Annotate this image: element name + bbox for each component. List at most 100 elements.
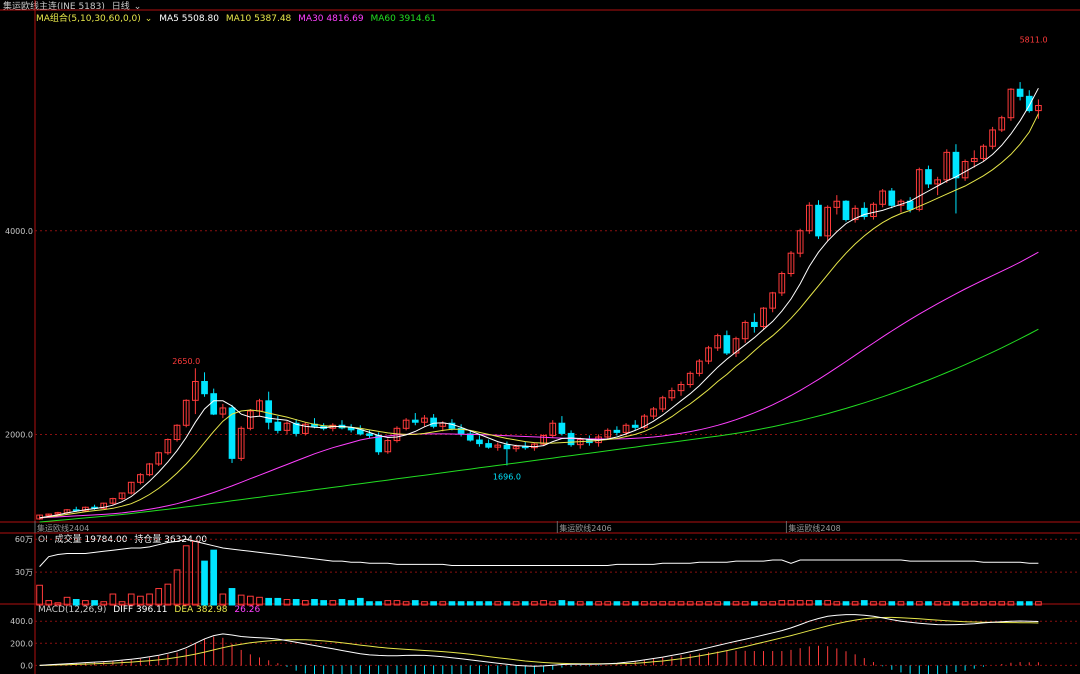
- candle-body[interactable]: [1007, 88, 1015, 119]
- candle-body[interactable]: [723, 335, 731, 354]
- candle-body[interactable]: [970, 157, 978, 163]
- candle-body[interactable]: [274, 421, 282, 431]
- candle-body[interactable]: [668, 390, 676, 399]
- candle-body[interactable]: [787, 252, 795, 275]
- candle-body[interactable]: [164, 439, 172, 454]
- candle-body[interactable]: [860, 207, 868, 218]
- candle-body[interactable]: [769, 292, 777, 309]
- candle-body[interactable]: [549, 422, 557, 436]
- candle-body[interactable]: [778, 273, 786, 294]
- candle-body[interactable]: [192, 380, 199, 401]
- candle-body[interactable]: [109, 498, 117, 504]
- candle-body[interactable]: [237, 427, 245, 459]
- candle-body[interactable]: [100, 502, 108, 509]
- candle-body[interactable]: [558, 422, 566, 434]
- candle-body[interactable]: [155, 452, 163, 465]
- candle-body[interactable]: [219, 407, 227, 415]
- candle-body[interactable]: [613, 429, 621, 433]
- candle-body[interactable]: [714, 335, 722, 349]
- candle-body[interactable]: [54, 512, 62, 515]
- candle-body[interactable]: [851, 207, 859, 221]
- candle-body[interactable]: [1035, 105, 1042, 112]
- candle-body[interactable]: [201, 380, 208, 395]
- candle-body[interactable]: [824, 206, 831, 237]
- candle-body[interactable]: [833, 200, 841, 208]
- candle-body[interactable]: [366, 433, 373, 436]
- candle-body[interactable]: [622, 424, 630, 433]
- candle-body[interactable]: [521, 446, 529, 449]
- candle-body[interactable]: [815, 204, 822, 237]
- candle-body[interactable]: [421, 417, 428, 423]
- candle-body[interactable]: [842, 200, 850, 221]
- candle-body[interactable]: [137, 474, 144, 483]
- candle-body[interactable]: [1016, 88, 1024, 97]
- candle-body[interactable]: [705, 347, 712, 362]
- candle-body[interactable]: [402, 419, 410, 429]
- candle-body[interactable]: [265, 400, 273, 423]
- candle-body[interactable]: [915, 169, 923, 210]
- candle-body[interactable]: [732, 338, 740, 354]
- candle-body[interactable]: [805, 204, 813, 232]
- candle-body[interactable]: [796, 230, 804, 254]
- candle-body[interactable]: [45, 513, 53, 516]
- candle-body[interactable]: [952, 151, 960, 179]
- candle-body[interactable]: [998, 117, 1006, 131]
- candle-body[interactable]: [741, 321, 749, 340]
- candle-body[interactable]: [677, 384, 685, 392]
- candle-body[interactable]: [888, 190, 896, 206]
- candle-body[interactable]: [494, 444, 502, 448]
- volume-tick-label: 60万: [15, 535, 33, 544]
- candle-body[interactable]: [512, 446, 520, 450]
- candle-body[interactable]: [485, 443, 492, 448]
- candle-body[interactable]: [540, 434, 547, 445]
- month-label: 集运欧线2408: [788, 523, 840, 533]
- candle-body[interactable]: [182, 399, 190, 426]
- candle-body[interactable]: [934, 179, 941, 185]
- ma60-label: MA60 3914.61: [370, 14, 436, 24]
- candle-body[interactable]: [118, 492, 126, 500]
- candle-body[interactable]: [879, 190, 886, 205]
- volume-bar: [705, 601, 712, 606]
- candle-body[interactable]: [686, 372, 694, 386]
- candle-body[interactable]: [127, 481, 135, 494]
- candle-body[interactable]: [301, 423, 309, 434]
- volume-bar: [906, 601, 914, 606]
- candle-body[interactable]: [439, 422, 447, 427]
- candle-body[interactable]: [210, 393, 218, 415]
- period-selector[interactable]: 日线 ⌄: [112, 2, 142, 12]
- candle-body[interactable]: [906, 200, 914, 210]
- candle-body[interactable]: [659, 397, 667, 410]
- candle-body[interactable]: [604, 429, 612, 438]
- candle-body[interactable]: [751, 321, 758, 327]
- candle-body[interactable]: [760, 307, 767, 327]
- candle-body[interactable]: [989, 129, 996, 147]
- candle-body[interactable]: [356, 429, 364, 435]
- candle-body[interactable]: [247, 410, 254, 429]
- candle-body[interactable]: [283, 422, 291, 431]
- candle-body[interactable]: [375, 434, 382, 453]
- candle-body[interactable]: [641, 415, 648, 428]
- ma-group-selector[interactable]: MA组合(5,10,30,60,0,0) ⌄: [36, 14, 152, 24]
- candle-body[interactable]: [503, 444, 511, 450]
- candle-body[interactable]: [476, 439, 483, 445]
- candle-body[interactable]: [228, 407, 236, 459]
- volume-bar: [256, 596, 263, 606]
- candle-body[interactable]: [173, 424, 181, 441]
- candle-body[interactable]: [430, 417, 437, 427]
- candle-body[interactable]: [650, 408, 657, 417]
- candle-body[interactable]: [448, 422, 456, 429]
- candle-body[interactable]: [411, 419, 419, 423]
- candle-body[interactable]: [943, 151, 951, 181]
- price-tick-label: 2000.0: [5, 430, 33, 439]
- candle-body[interactable]: [146, 463, 153, 476]
- candle-body[interactable]: [696, 360, 703, 374]
- candle-body[interactable]: [925, 169, 932, 185]
- candle-body[interactable]: [1025, 95, 1033, 112]
- volume-bar: [659, 601, 667, 606]
- candle-body[interactable]: [631, 424, 639, 428]
- candle-body[interactable]: [980, 145, 987, 159]
- candle-body[interactable]: [292, 422, 300, 434]
- candle-body[interactable]: [870, 203, 877, 218]
- candle-body[interactable]: [384, 440, 392, 453]
